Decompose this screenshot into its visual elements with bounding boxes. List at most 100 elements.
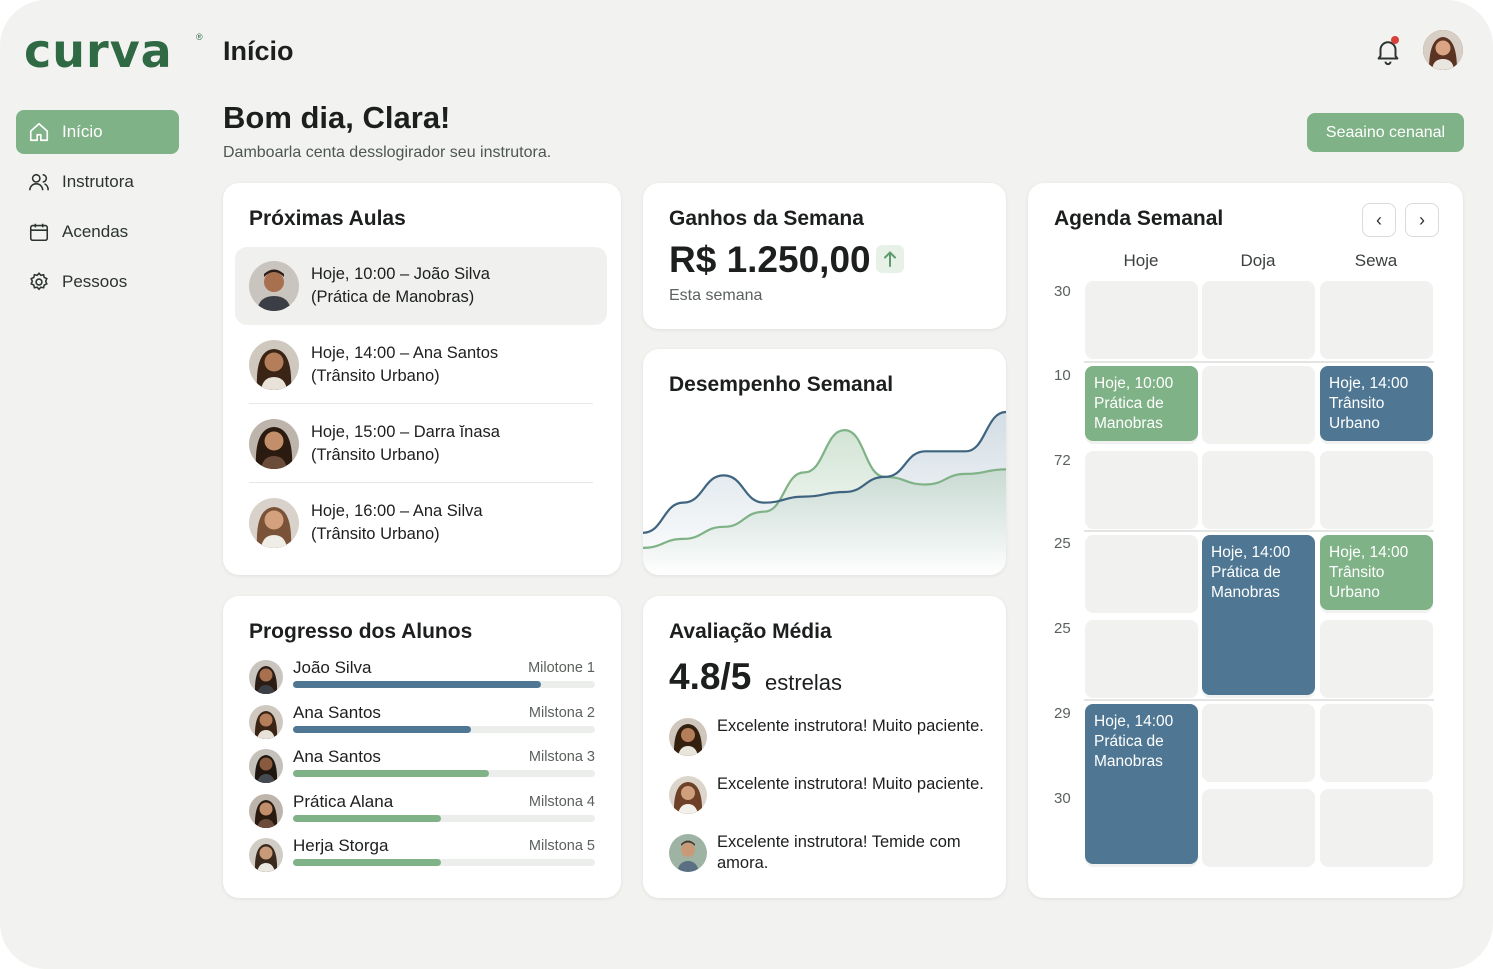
avatar — [669, 718, 707, 756]
avatar[interactable] — [1423, 30, 1463, 70]
prev-week-button[interactable]: ‹ — [1362, 203, 1396, 237]
agenda-slot[interactable] — [1202, 704, 1315, 782]
rating-value: 4.8/5 — [669, 656, 752, 697]
student-progress-row[interactable]: Ana Santos Milstona 3 — [249, 745, 595, 785]
agenda-slot[interactable] — [1202, 366, 1315, 444]
lesson-time: Hoje, 10:00 – João Silva — [311, 265, 490, 283]
lesson-type: (Trânsito Urbano) — [311, 445, 440, 464]
progress-bar — [293, 770, 595, 777]
gear-icon — [30, 272, 48, 291]
progress-fill — [293, 770, 490, 777]
chevron-left-icon: ‹ — [1376, 209, 1382, 230]
lesson-item[interactable]: Hoje, 15:00 – Dar͏ra ĭnasa (Trânsito Urba… — [249, 405, 593, 483]
time-label: 25 — [1054, 620, 1071, 637]
agenda-event[interactable]: Hoje, 14:00 Trânsito Urbano — [1320, 535, 1433, 610]
agenda-event[interactable]: Hoje, 14:00 Prática de Manobras — [1202, 535, 1315, 695]
agenda-slot[interactable] — [1320, 620, 1433, 698]
avatar — [249, 793, 283, 828]
greeting-heading: Bom dia, Clara! — [223, 100, 451, 135]
day-header: Hoje — [1123, 251, 1159, 270]
avatar — [249, 261, 299, 311]
next-week-button[interactable]: › — [1405, 203, 1439, 237]
sidebar-item-pessoos[interactable]: Pessoos — [16, 260, 179, 304]
progress-bar — [293, 859, 595, 866]
review-item: Excelente instrutora! Muito paciente. — [669, 716, 989, 760]
weekly-agenda-card: Agenda Semanal ‹ › Hoje Doja Sewa 30 10 … — [1028, 183, 1463, 898]
event-text: Hoje, 14:00 Trânsito Urbano — [1329, 375, 1409, 432]
student-name: Ana Santos — [293, 702, 381, 722]
series-line-green — [643, 428, 1006, 549]
series-area-green — [643, 430, 1006, 575]
row-divider — [1084, 361, 1434, 363]
agenda-slot[interactable] — [1320, 451, 1433, 529]
progress-bar — [293, 725, 595, 733]
avatar — [669, 834, 707, 872]
event-text: Hoje, 10:00 Prática de Manobras — [1094, 375, 1174, 432]
time-label: 30 — [1054, 790, 1071, 807]
sidebar-item-inicio[interactable]: Início — [16, 110, 179, 154]
sidebar-item-acendas[interactable]: Acendas — [16, 210, 179, 254]
agenda-event[interactable]: Hoje, 14:00 Trânsito Urbano — [1320, 366, 1433, 441]
lesson-item[interactable]: Hoje, 16:00 – Ana Silva (Trânsito Urbano) — [249, 484, 593, 562]
sidebar-item-label: Acendas — [62, 222, 129, 241]
agenda-slot[interactable] — [1320, 281, 1433, 359]
review-text: Excelente instrutora! Muito paciente. — [717, 717, 984, 735]
avatar — [249, 838, 283, 872]
weekly-view-button[interactable]: Seaaino cenanal — [1307, 113, 1464, 152]
student-name: Prática Alana — [293, 791, 394, 811]
review-text: Excelente instrutora! Muito paciente. — [717, 775, 984, 793]
rating-card: Avaliação Média 4.8/5 estrelas Excelente… — [643, 596, 1006, 898]
sidebar-item-instrutora[interactable]: Instrutora — [16, 160, 179, 204]
logo-text: curva — [24, 24, 173, 78]
row-divider — [1084, 530, 1434, 532]
earnings-card: Ganhos da Semana R$ 1.250,00 Esta semana — [643, 183, 1006, 329]
agenda-event[interactable]: Hoje, 10:00 Prática de Manobras — [1085, 366, 1198, 441]
agenda-slot[interactable] — [1202, 451, 1315, 529]
student-name: Ana Santos — [293, 747, 381, 766]
progress-fill — [293, 681, 541, 688]
agenda-slot[interactable] — [1202, 281, 1315, 359]
agenda-slot[interactable] — [1085, 281, 1198, 359]
card-title: Ganhos da Semana — [669, 207, 864, 230]
event-text: Hoje, 14:00 Prática de Manobras — [1094, 713, 1174, 770]
student-milestone: Milstona 4 — [528, 793, 595, 810]
avatar — [249, 418, 299, 469]
page-title: Início — [223, 36, 294, 66]
student-progress-card: Progresso dos Alunos João Silva Milotone … — [223, 596, 621, 898]
student-progress-row[interactable]: João Silva Milotone 1 — [249, 656, 595, 696]
agenda-event[interactable]: Hoje, 14:00 Prática de Manobras — [1085, 704, 1198, 864]
bell-icon[interactable] — [1373, 36, 1403, 66]
day-header: Doja — [1240, 251, 1276, 270]
student-progress-row[interactable]: Herja Storga Milstona 5 — [249, 834, 595, 874]
lesson-item[interactable]: Hoje, 14:00 – Ana Santos (Trânsito Urbano… — [249, 326, 593, 404]
earnings-value: R$ 1.250,00 — [669, 239, 871, 280]
lesson-type: (Trânsito Urbano) — [311, 525, 440, 543]
student-name: Herja Storga — [293, 836, 389, 855]
lesson-time: Hoje, 14:00 – Ana Santos — [311, 343, 499, 362]
time-label: 29 — [1054, 705, 1071, 722]
lesson-item[interactable]: Hoje, 10:00 – João Silva (Prática de Mano… — [235, 247, 607, 325]
row-divider — [1084, 699, 1434, 701]
event-text: Hoje, 14:00 Prática de Manobras — [1211, 544, 1291, 601]
event-text: Hoje, 14:00 Trânsito Urbano — [1329, 544, 1409, 601]
lesson-type: (Prática de Manobras) — [311, 288, 475, 306]
avatar — [249, 749, 283, 783]
lesson-time: Hoje, 16:00 – Ana Silva — [311, 502, 483, 520]
student-milestone: Milstona 5 — [528, 838, 595, 854]
student-progress-row[interactable]: Prática Alana Milstona 4 — [249, 790, 595, 830]
brand-logo[interactable]: curva ® — [24, 28, 203, 74]
agenda-slot[interactable] — [1202, 789, 1315, 867]
registered-mark-icon: ® — [196, 32, 203, 42]
series-line-blue — [643, 410, 1006, 534]
agenda-slot[interactable] — [1085, 620, 1198, 698]
earnings-period: Esta semana — [669, 287, 763, 304]
agenda-slot[interactable] — [1085, 535, 1198, 613]
student-progress-row[interactable]: Ana Santos Milstona 2 — [249, 701, 595, 741]
progress-fill — [293, 814, 441, 822]
users-icon — [29, 173, 49, 191]
agenda-slot[interactable] — [1320, 789, 1433, 867]
upcoming-lessons-card: Próximas Aulas Hoje, 10:00 – João Silva (… — [223, 183, 621, 575]
agenda-slot[interactable] — [1085, 451, 1198, 529]
agenda-slot[interactable] — [1320, 704, 1433, 782]
